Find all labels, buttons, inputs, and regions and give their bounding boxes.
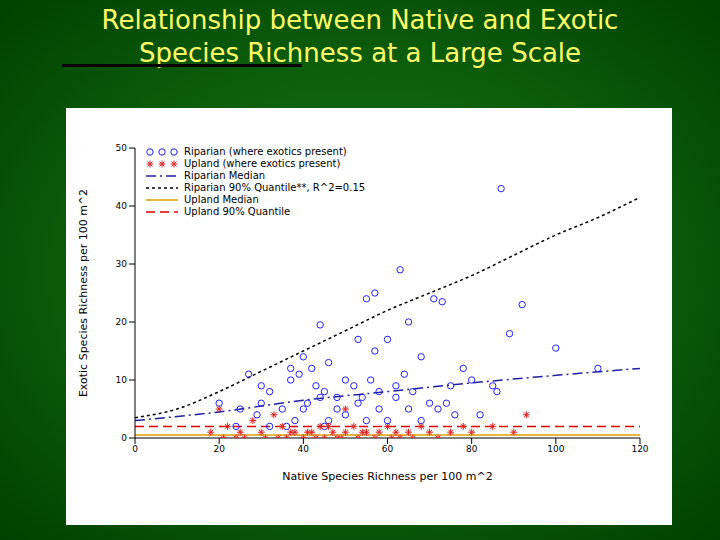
html-text:Riparian (where exotics presen: Riparian (where exotics present) <box>184 146 347 157</box>
html-text:Riparian Median: Riparian Median <box>184 170 266 181</box>
html-text:Relationship between Native an: Relationship between Native and Exotic S… <box>101 5 619 68</box>
svg-text:60: 60 <box>382 444 394 454</box>
html-text:Upland Median: Upland Median <box>184 194 259 205</box>
svg-text:40: 40 <box>116 201 128 211</box>
svg-text:20: 20 <box>213 444 225 454</box>
svg-text:120: 120 <box>631 444 648 454</box>
svg-text:20: 20 <box>116 317 128 327</box>
html-text:Upland 90% Quantile: Upland 90% Quantile <box>184 206 291 217</box>
svg-text:0: 0 <box>121 433 127 443</box>
svg-text:Exotic Species Richness per 10: Exotic Species Richness per 100 m^2 <box>77 189 90 397</box>
svg-text:100: 100 <box>547 444 564 454</box>
html-text:Riparian 90% Quantile**, R^2=0: Riparian 90% Quantile**, R^2=0.15 <box>184 182 366 193</box>
svg-text:30: 30 <box>116 259 128 269</box>
html-text:Upland (where exotics present): Upland (where exotics present) <box>184 158 341 169</box>
svg-text:50: 50 <box>116 143 128 153</box>
svg-text:80: 80 <box>466 444 478 454</box>
svg-text:10: 10 <box>116 375 128 385</box>
svg-text:Native Species Richness per 10: Native Species Richness per 100 m^2 <box>282 470 493 483</box>
svg-text:40: 40 <box>298 444 310 454</box>
svg-text:0: 0 <box>132 444 138 454</box>
